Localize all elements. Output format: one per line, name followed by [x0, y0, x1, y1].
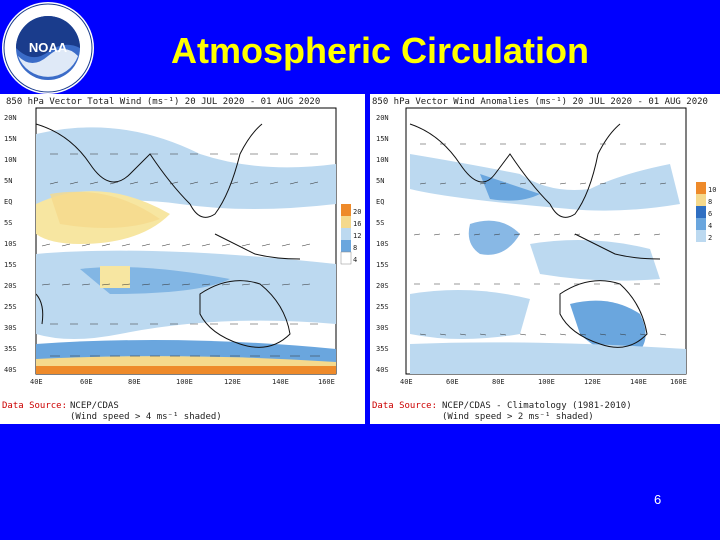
right-lat-tick: 10S	[376, 240, 389, 248]
left-lon-tick: 120E	[224, 378, 241, 386]
left-panel-title: 850 hPa Vector Total Wind (ms⁻¹) 20 JUL …	[6, 97, 320, 107]
right-lat-tick: 35S	[376, 345, 389, 353]
right-legend-label: 2	[708, 234, 712, 242]
right-wind-shading	[410, 154, 686, 374]
right-coastlines	[409, 123, 661, 348]
right-wind-anomaly-panel: 850 hPa Vector Wind Anomalies (ms⁻¹) 20 …	[370, 94, 720, 424]
page-number: 6	[654, 492, 662, 507]
right-legend: 10 8 6 4 2	[696, 182, 716, 242]
right-lat-tick: 15S	[376, 261, 389, 269]
right-lat-tick: 10N	[376, 156, 389, 164]
right-lon-tick: 40E	[400, 378, 413, 386]
left-lat-tick: 35S	[4, 345, 17, 353]
right-lat-tick: 5S	[376, 219, 384, 227]
right-lat-tick: 20N	[376, 114, 389, 122]
right-legend-label: 4	[708, 222, 712, 230]
left-lon-tick: 80E	[128, 378, 141, 386]
left-source-text: NCEP/CDAS	[70, 401, 119, 411]
left-wind-shading	[36, 127, 336, 374]
left-legend-label: 20	[353, 208, 361, 216]
left-lat-tick: 15N	[4, 135, 17, 143]
left-lon-tick: 160E	[318, 378, 335, 386]
left-lat-tick: 15S	[4, 261, 17, 269]
right-source-label: Data Source:	[372, 401, 437, 411]
right-lon-tick: 140E	[630, 378, 647, 386]
right-lat-tick: 25S	[376, 303, 389, 311]
right-lon-tick: 100E	[538, 378, 555, 386]
left-lat-tick: 20N	[4, 114, 17, 122]
right-lat-tick: 20S	[376, 282, 389, 290]
left-lon-tick: 60E	[80, 378, 93, 386]
left-legend-label: 8	[353, 244, 357, 252]
right-legend-label: 6	[708, 210, 712, 218]
left-legend: 20 16 12 8 4	[340, 204, 361, 265]
left-lat-tick: 5S	[4, 219, 12, 227]
right-source-text: NCEP/CDAS - Climatology (1981-2010)	[442, 401, 632, 411]
right-lat-tick: EQ	[376, 198, 384, 206]
left-lon-tick: 100E	[176, 378, 193, 386]
left-source-note: (Wind speed > 4 ms⁻¹ shaded)	[70, 412, 222, 422]
right-lon-tick: 80E	[492, 378, 505, 386]
right-source-note: (Wind speed > 2 ms⁻¹ shaded)	[442, 412, 594, 422]
left-lat-tick: 10S	[4, 240, 17, 248]
left-lat-tick: 40S	[4, 366, 17, 374]
left-lat-tick: 20S	[4, 282, 17, 290]
left-lat-tick: 30S	[4, 324, 17, 332]
left-wind-vectors	[41, 153, 320, 357]
right-lat-tick: 5N	[376, 177, 384, 185]
left-source-label: Data Source:	[2, 401, 67, 411]
right-lat-tick: 40S	[376, 366, 389, 374]
left-legend-label: 12	[353, 232, 361, 240]
left-lat-tick: EQ	[4, 198, 12, 206]
left-lat-tick: 25S	[4, 303, 17, 311]
right-lon-tick: 160E	[670, 378, 687, 386]
left-lon-tick: 40E	[30, 378, 43, 386]
left-lat-tick: 10N	[4, 156, 17, 164]
right-panel-title: 850 hPa Vector Wind Anomalies (ms⁻¹) 20 …	[372, 97, 708, 107]
noaa-logo-text: NOAA	[29, 40, 68, 55]
left-legend-label: 16	[353, 220, 361, 228]
right-wind-vectors	[413, 143, 667, 336]
right-lat-tick: 30S	[376, 324, 389, 332]
left-lat-tick: 5N	[4, 177, 12, 185]
left-wind-map-panel: 850 hPa Vector Total Wind (ms⁻¹) 20 JUL …	[0, 94, 365, 424]
right-lat-tick: 15N	[376, 135, 389, 143]
slide-title: Atmospheric Circulation	[170, 30, 590, 71]
left-lon-tick: 140E	[272, 378, 289, 386]
right-lon-tick: 60E	[446, 378, 459, 386]
noaa-logo: NOAA	[2, 2, 94, 94]
left-legend-label: 4	[353, 256, 357, 264]
right-lon-tick: 120E	[584, 378, 601, 386]
right-legend-label: 10	[708, 186, 716, 194]
right-legend-label: 8	[708, 198, 712, 206]
left-coastlines	[35, 123, 301, 348]
